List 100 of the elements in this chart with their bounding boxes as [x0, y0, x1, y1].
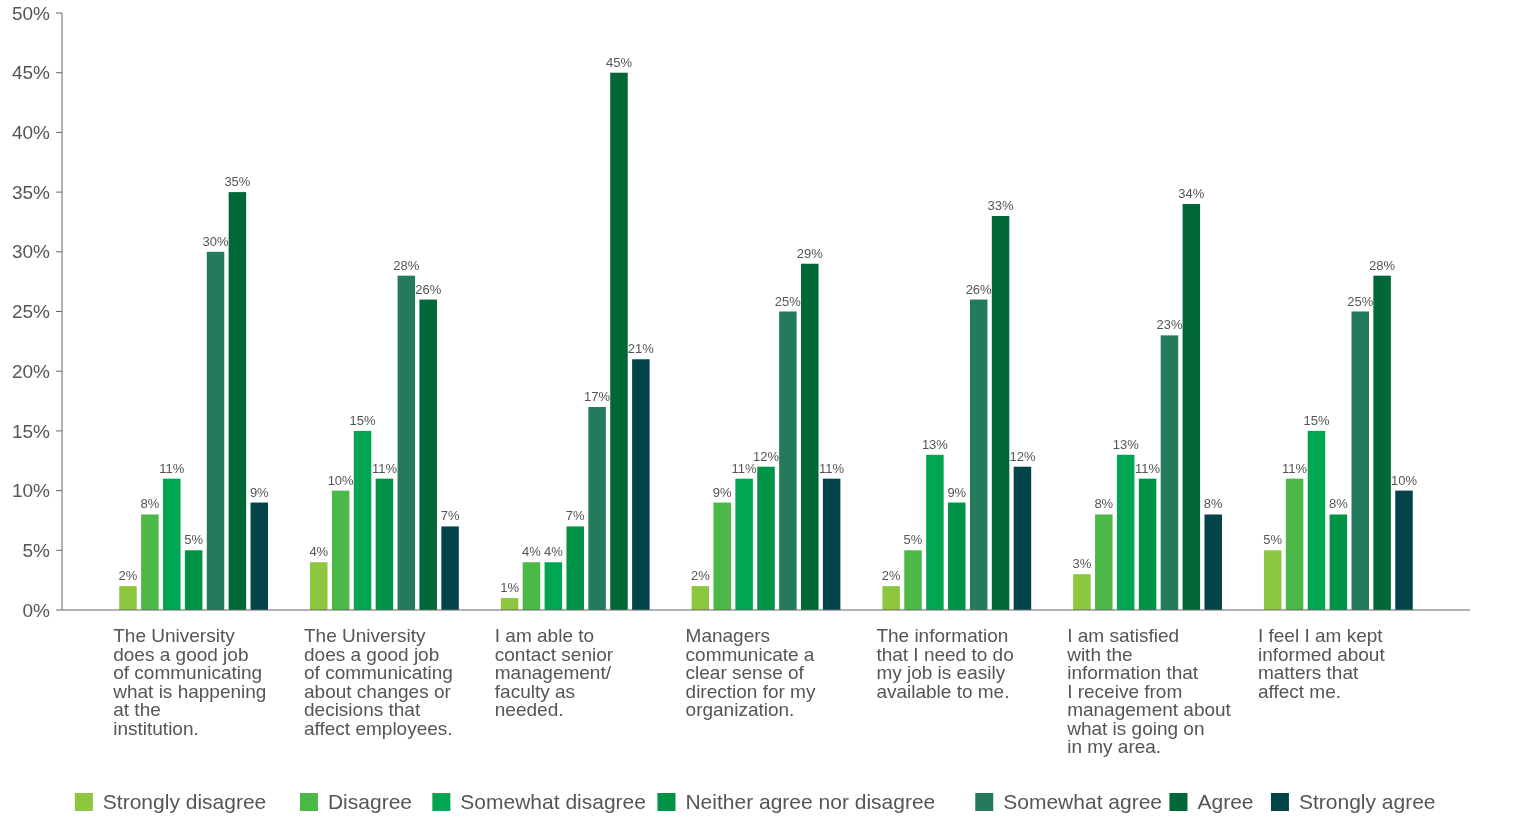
bar — [419, 299, 437, 610]
bar — [991, 215, 1010, 610]
bar — [1204, 514, 1222, 610]
text: 11% — [1282, 460, 1308, 476]
x-tick-label: I feel I am kept informed about matters that affect me. — [1257, 625, 1386, 702]
bar — [1351, 311, 1369, 610]
y-tick-label: 40% — [11, 122, 51, 144]
bar — [969, 299, 988, 610]
text: 13% — [1112, 436, 1139, 452]
text: 4% — [522, 544, 541, 560]
text: 28% — [393, 257, 420, 273]
x-tick-label: The information that I need to do my job is easily available to me. — [876, 625, 1014, 702]
text: 35% — [224, 174, 251, 190]
bar — [713, 502, 731, 610]
y-tick-label: 30% — [11, 241, 51, 263]
text: 30% — [202, 233, 229, 249]
bar — [735, 478, 753, 610]
text: 11% — [1135, 460, 1161, 476]
y-tick-label: 15% — [11, 420, 51, 442]
text: 10% — [1390, 472, 1418, 488]
text: 11% — [371, 460, 397, 476]
bar — [163, 478, 181, 610]
bar — [566, 526, 584, 610]
bar — [882, 586, 900, 610]
text: 28% — [1369, 257, 1396, 273]
text: 8% — [140, 496, 160, 512]
text: 11% — [159, 460, 185, 476]
text: 33% — [987, 197, 1014, 213]
text: 7% — [440, 508, 460, 524]
legend-label: Neither agree nor disagree — [685, 790, 936, 814]
bar — [397, 275, 416, 610]
x-tick-label: I am satisfied with the information that I receive from management about what is going on in my area. — [1066, 625, 1232, 757]
bar — [1373, 275, 1391, 610]
bar — [1329, 514, 1348, 610]
bar — [331, 490, 350, 610]
text: 4% — [543, 544, 563, 560]
bar — [801, 263, 819, 610]
text: 5% — [1263, 532, 1283, 548]
bar — [375, 478, 394, 610]
y-tick-label: 20% — [11, 360, 51, 382]
bar — [1116, 454, 1135, 610]
bar — [757, 466, 775, 610]
bar — [184, 550, 203, 610]
legend-label: Agree — [1197, 790, 1254, 814]
bar — [1307, 430, 1326, 610]
text: 9% — [712, 484, 732, 500]
bar — [1073, 574, 1091, 610]
x-tick-label: The University does a good job of communicating about changes or decisions that affect employees. — [304, 625, 453, 739]
text: 5% — [903, 532, 923, 548]
text: 15% — [349, 412, 376, 428]
bar — [353, 430, 372, 610]
text: 34% — [1178, 186, 1205, 202]
x-tick-label: Managers communicate a clear sense of direction for my organization. — [685, 625, 816, 720]
text: 9% — [947, 484, 967, 500]
y-tick-label: 0% — [22, 599, 51, 621]
y-tick-label: 25% — [11, 301, 51, 323]
bar — [544, 562, 563, 610]
text: 5% — [184, 532, 204, 548]
text: 10% — [327, 472, 354, 488]
bar — [822, 478, 841, 610]
bar — [588, 407, 606, 610]
text: 8% — [1203, 496, 1223, 512]
bar — [904, 550, 922, 610]
text: 3% — [1072, 556, 1092, 572]
y-tick-label: 10% — [11, 480, 51, 502]
text: 25% — [774, 293, 801, 309]
text: 1% — [500, 580, 519, 596]
x-tick-label: I am able to contact senior management/ faculty as needed. — [494, 625, 614, 720]
text: 11% — [819, 460, 845, 476]
bar — [141, 514, 159, 610]
bar — [206, 251, 225, 610]
legend-label: Somewhat agree — [1003, 790, 1163, 814]
y-tick-label: 50% — [11, 2, 51, 24]
legend-label: Somewhat disagree — [460, 790, 646, 814]
bar — [1095, 514, 1113, 610]
text: 2% — [690, 568, 710, 584]
text: 26% — [965, 281, 992, 297]
text: 12% — [1009, 448, 1036, 464]
bar — [310, 562, 328, 610]
bar — [1013, 466, 1032, 610]
text: 4% — [309, 544, 329, 560]
y-tick-label: 5% — [22, 539, 51, 561]
bar — [228, 192, 247, 610]
bar — [1182, 204, 1201, 610]
legend-label: Disagree — [327, 790, 412, 814]
bar — [779, 311, 797, 610]
text: 2% — [881, 568, 901, 584]
text: 8% — [1094, 496, 1114, 512]
text: 23% — [1156, 317, 1183, 333]
bar — [926, 454, 944, 610]
bar — [691, 586, 710, 610]
bar — [441, 526, 459, 610]
bar — [1160, 335, 1179, 610]
text: 15% — [1303, 412, 1330, 428]
bar — [632, 359, 650, 610]
text: 45% — [605, 54, 632, 70]
bar — [250, 502, 269, 610]
bar — [948, 502, 966, 610]
bar — [522, 562, 541, 610]
text: 21% — [627, 341, 654, 357]
